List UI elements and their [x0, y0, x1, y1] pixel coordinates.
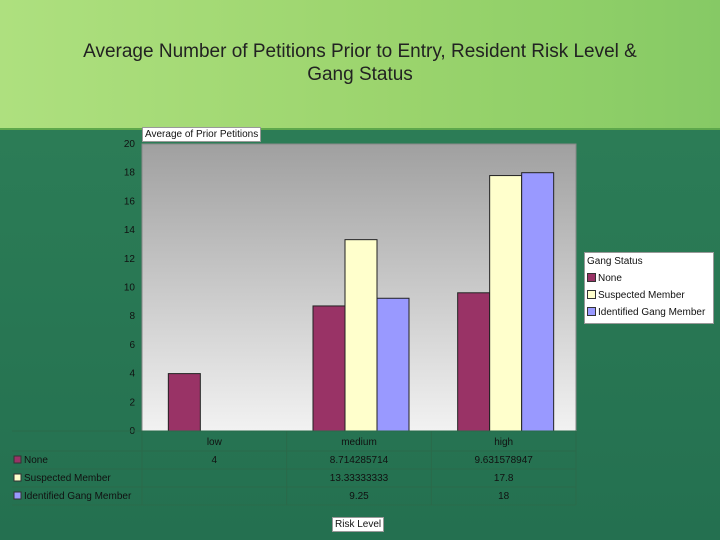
y-tick-label: 6 — [129, 340, 135, 351]
row-swatch — [13, 491, 22, 500]
slide-title: Average Number of Petitions Prior to Ent… — [83, 41, 637, 85]
data-label: 4 — [212, 455, 218, 466]
y-tick-label: 14 — [124, 225, 136, 236]
y-tick-label: 16 — [124, 196, 136, 207]
y-tick-label: 8 — [129, 311, 135, 322]
data-label: 18 — [498, 491, 510, 502]
row-label: None — [24, 455, 48, 466]
y-tick-label: 12 — [124, 254, 136, 265]
legend-label-identified: Identified Gang Member — [598, 307, 706, 318]
y-tick-label: 2 — [129, 397, 135, 408]
legend-item-none: None — [587, 273, 622, 285]
y-axis-title: Average of Prior Petitions — [142, 127, 262, 142]
row-swatch — [13, 455, 22, 464]
bar — [167, 373, 201, 432]
row-swatch — [13, 473, 22, 482]
data-label: 9.631578947 — [474, 455, 533, 466]
y-tick-label: 10 — [124, 283, 136, 294]
legend-item-suspected: Suspected Member — [587, 290, 685, 302]
legend-swatch-suspected — [587, 290, 596, 299]
data-label: 17.8 — [494, 473, 514, 484]
legend-label-suspected: Suspected Member — [598, 290, 685, 301]
data-label: 8.714285714 — [330, 455, 389, 466]
x-tick-label: low — [207, 437, 223, 448]
x-tick-label: high — [494, 437, 513, 448]
legend-title: Gang Status — [587, 256, 643, 267]
legend-label-none: None — [598, 273, 622, 284]
row-label: Identified Gang Member — [24, 491, 132, 502]
y-tick-label: 4 — [129, 369, 135, 380]
data-label: 13.33333333 — [330, 473, 389, 484]
title-band — [0, 0, 720, 130]
bar — [489, 175, 523, 432]
legend: Gang Status None Suspected Member Identi… — [584, 252, 714, 324]
bar — [457, 292, 491, 432]
x-tick-label: medium — [341, 437, 377, 448]
legend-swatch-identified — [587, 307, 596, 316]
bar — [312, 305, 346, 432]
y-tick-label: 20 — [124, 139, 136, 150]
bar — [344, 239, 378, 432]
data-label: 9.25 — [349, 491, 369, 502]
legend-item-identified: Identified Gang Member — [587, 307, 705, 319]
row-label: Suspected Member — [24, 473, 111, 484]
y-tick-label: 18 — [124, 168, 136, 179]
legend-swatch-none — [587, 273, 596, 282]
bar — [521, 172, 555, 432]
x-axis-title: Risk Level — [332, 517, 385, 532]
bar — [376, 297, 410, 432]
